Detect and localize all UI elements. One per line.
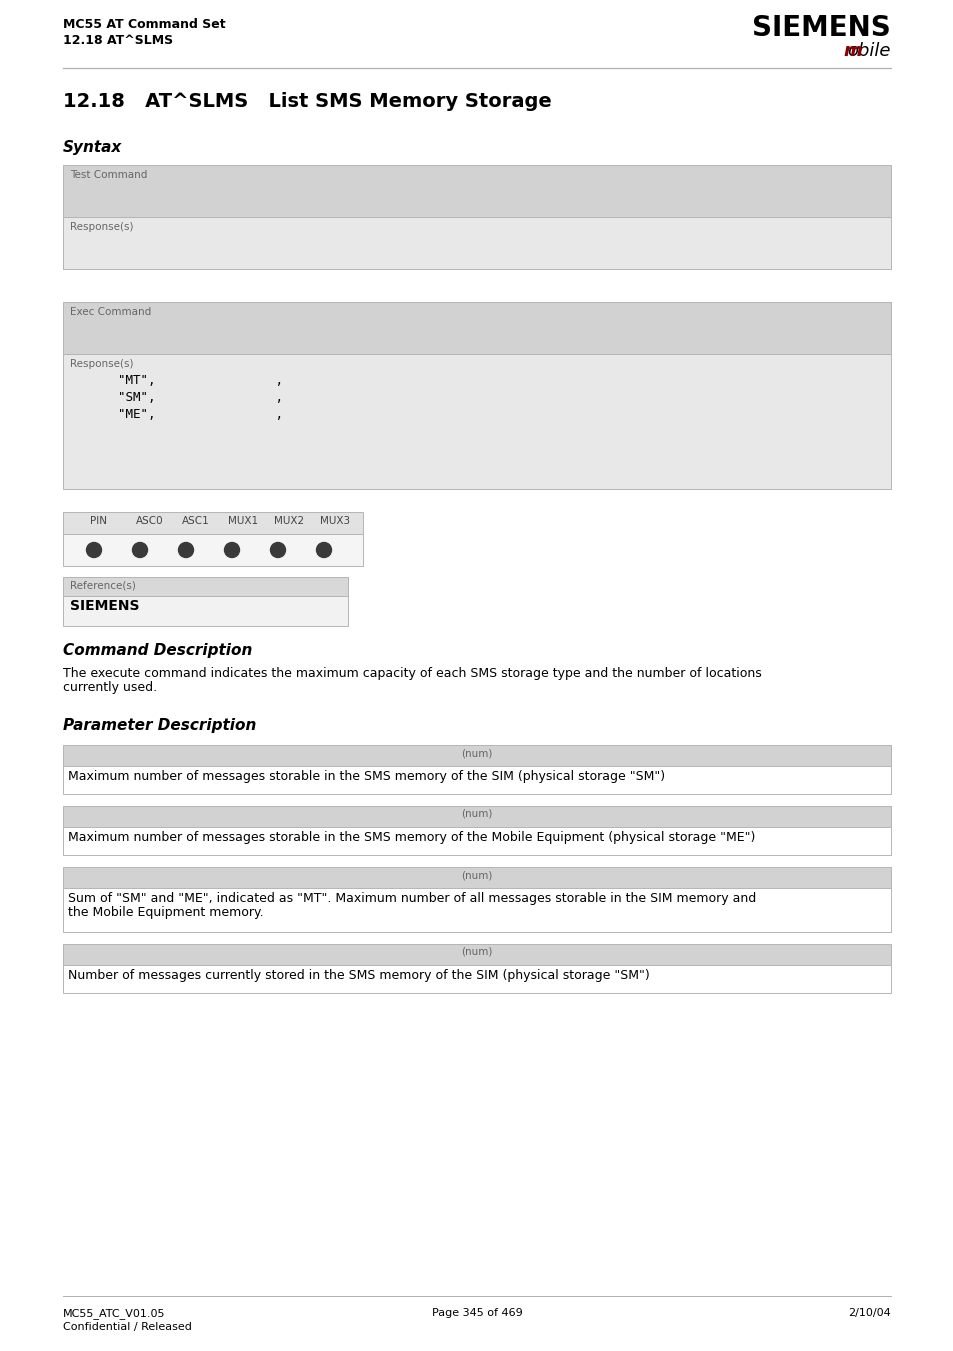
Text: the Mobile Equipment memory.: the Mobile Equipment memory. — [68, 907, 263, 919]
Bar — [63, 577, 348, 596]
Text: PIN: PIN — [90, 516, 107, 526]
Text: MUX2: MUX2 — [274, 516, 304, 526]
Text: "ME",                ,: "ME", , — [118, 408, 283, 422]
Text: "SM",                ,: "SM", , — [118, 390, 283, 404]
Text: (num): (num) — [461, 809, 492, 819]
Bar — [63, 303, 890, 354]
Text: (num): (num) — [461, 947, 492, 957]
Text: (num): (num) — [461, 748, 492, 758]
Text: The execute command indicates the maximum capacity of each SMS storage type and : The execute command indicates the maximu… — [63, 667, 760, 680]
Bar — [63, 596, 348, 626]
Text: SIEMENS: SIEMENS — [70, 598, 139, 613]
Text: Number of messages currently stored in the SMS memory of the SIM (physical stora: Number of messages currently stored in t… — [68, 969, 649, 982]
Text: MUX3: MUX3 — [319, 516, 350, 526]
Text: Maximum number of messages storable in the SMS memory of the SIM (physical stora: Maximum number of messages storable in t… — [68, 770, 664, 784]
Text: "MT",                ,: "MT", , — [118, 374, 283, 386]
Bar — [63, 512, 363, 534]
Text: Parameter Description: Parameter Description — [63, 717, 256, 734]
Bar — [63, 944, 890, 965]
Bar — [63, 218, 890, 269]
Bar — [63, 744, 890, 766]
Text: 12.18 AT^SLMS: 12.18 AT^SLMS — [63, 34, 172, 47]
Circle shape — [178, 543, 193, 558]
Text: ASC1: ASC1 — [182, 516, 210, 526]
Circle shape — [271, 543, 285, 558]
Text: 2/10/04: 2/10/04 — [847, 1308, 890, 1319]
Text: (num): (num) — [461, 870, 492, 880]
Text: Page 345 of 469: Page 345 of 469 — [431, 1308, 522, 1319]
Bar — [63, 867, 890, 888]
Text: ASC0: ASC0 — [136, 516, 164, 526]
Text: Syntax: Syntax — [63, 141, 122, 155]
Text: MC55_ATC_V01.05: MC55_ATC_V01.05 — [63, 1308, 165, 1319]
Text: MC55 AT Command Set: MC55 AT Command Set — [63, 18, 226, 31]
Circle shape — [224, 543, 239, 558]
Bar — [63, 165, 890, 218]
Text: Test Command: Test Command — [70, 170, 147, 180]
Text: MUX1: MUX1 — [228, 516, 258, 526]
Text: obile: obile — [846, 42, 890, 59]
Bar — [63, 827, 890, 855]
Text: SIEMENS: SIEMENS — [752, 14, 890, 42]
Text: Command Description: Command Description — [63, 643, 253, 658]
Circle shape — [132, 543, 148, 558]
Text: currently used.: currently used. — [63, 681, 157, 694]
Text: 12.18   AT^SLMS   List SMS Memory Storage: 12.18 AT^SLMS List SMS Memory Storage — [63, 92, 551, 111]
Bar — [63, 534, 363, 566]
Text: Sum of "SM" and "ME", indicated as "MT". Maximum number of all messages storable: Sum of "SM" and "ME", indicated as "MT".… — [68, 892, 756, 905]
Text: Response(s): Response(s) — [70, 359, 133, 369]
Bar — [63, 766, 890, 794]
Text: m: m — [842, 42, 861, 59]
Text: Maximum number of messages storable in the SMS memory of the Mobile Equipment (p: Maximum number of messages storable in t… — [68, 831, 755, 844]
Circle shape — [87, 543, 101, 558]
Bar — [63, 888, 890, 932]
Bar — [63, 965, 890, 993]
Circle shape — [316, 543, 331, 558]
Text: Confidential / Released: Confidential / Released — [63, 1323, 192, 1332]
Bar — [63, 807, 890, 827]
Text: Exec Command: Exec Command — [70, 307, 152, 317]
Text: Response(s): Response(s) — [70, 222, 133, 232]
Text: Reference(s): Reference(s) — [70, 580, 135, 590]
Bar — [63, 354, 890, 489]
